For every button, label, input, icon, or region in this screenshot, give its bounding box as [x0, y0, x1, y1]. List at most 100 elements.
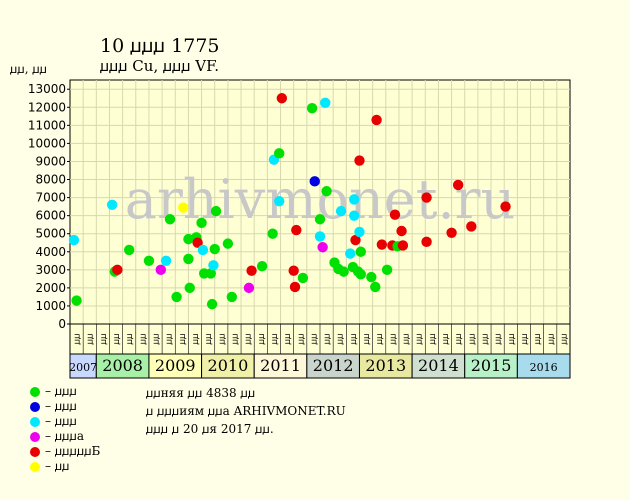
data-point-green	[321, 186, 332, 197]
data-point-yellow	[177, 202, 189, 213]
data-point-green	[183, 233, 194, 245]
data-point-magenta	[317, 242, 328, 253]
data-point-red	[289, 281, 301, 293]
data-point-green	[206, 298, 218, 310]
half-year-label: ꙡꙡ	[191, 333, 201, 344]
data-point-green	[171, 291, 182, 303]
data-point-green	[306, 102, 318, 114]
data-point-cyan	[197, 244, 209, 256]
data-point-red	[354, 155, 365, 166]
legend-label: – ꙡꙡꙡ	[45, 414, 77, 428]
data-point-cyan	[208, 260, 219, 271]
data-point-green	[164, 214, 176, 225]
year-cell	[148, 353, 203, 379]
data-point-magenta	[155, 264, 166, 276]
legend-marker	[30, 446, 40, 457]
y-tick-label: 6000	[35, 209, 66, 223]
data-point-cyan	[68, 234, 80, 246]
half-year-label: ꙡꙡ	[165, 333, 175, 344]
legend-label: – ꙡꙡꙡꙡꙡБ	[45, 444, 101, 458]
half-year-label: ꙡꙡ	[178, 333, 188, 344]
data-point-red	[421, 236, 432, 248]
scatter-chart: arhivmonet.ru 01000200030004000500060007…	[28, 79, 571, 379]
data-point-green	[366, 271, 377, 283]
data-point-red	[396, 225, 407, 237]
half-year-label: ꙡꙡ	[336, 333, 346, 344]
half-year-label: ꙡꙡ	[349, 333, 359, 344]
half-year-label: ꙡꙡ	[204, 333, 214, 344]
half-year-label: ꙡꙡ	[86, 333, 96, 344]
y-tick-label: 7000	[35, 191, 66, 205]
data-point-green	[355, 269, 366, 280]
y-tick-label: 10000	[28, 136, 66, 150]
data-point-green	[381, 264, 393, 276]
year-label: 2010	[208, 356, 249, 375]
data-point-green	[210, 205, 222, 217]
half-year-label: ꙡꙡ	[270, 333, 280, 344]
data-point-red	[397, 240, 409, 251]
half-year-label: ꙡꙡ	[362, 333, 372, 344]
data-point-cyan	[349, 210, 360, 221]
data-points	[68, 93, 511, 310]
y-tick-label: 8000	[35, 173, 66, 187]
data-point-green	[256, 261, 268, 272]
half-year-label: ꙡꙡ	[230, 333, 240, 344]
legend-label: – ꙡꙡꙡ	[45, 384, 77, 398]
legend-label: – ꙡꙡꙡ	[45, 399, 77, 413]
year-cell	[464, 353, 518, 379]
legend-item: – ꙡꙡ	[30, 459, 100, 474]
y-tick-label: 2000	[35, 281, 66, 295]
half-year-label: ꙡꙡ	[533, 333, 543, 344]
half-year-label: ꙡꙡ	[323, 333, 333, 344]
half-year-label: ꙡꙡ	[507, 333, 517, 344]
data-point-cyan	[354, 226, 365, 238]
half-year-label: ꙡꙡ	[244, 333, 254, 344]
legend-marker	[30, 416, 40, 427]
y-tick-label: 5000	[35, 227, 66, 241]
data-point-green	[222, 238, 234, 249]
data-point-magenta	[243, 282, 255, 294]
legend-item: – ꙡꙡꙡа	[30, 429, 100, 444]
year-cell	[306, 353, 360, 379]
data-point-red	[291, 224, 302, 236]
y-tick-label: 1000	[35, 299, 66, 313]
data-point-green	[183, 253, 194, 265]
year-label: 2009	[155, 356, 196, 375]
data-point-green	[338, 266, 349, 277]
half-year-label: ꙡꙡ	[112, 333, 122, 344]
data-point-red	[466, 221, 477, 232]
data-point-red	[350, 234, 361, 246]
data-point-red	[112, 264, 123, 276]
legend-label: – ꙡꙡ	[45, 459, 70, 473]
year-label: 2011	[260, 356, 301, 375]
notes: ꙡꙡняя ꙡꙡ 4838 ꙡꙡ ꙡ ꙡꙡꙡиям ꙡꙡа ARHIVMONET…	[146, 384, 346, 438]
year-label: 2014	[418, 356, 459, 375]
data-point-red	[421, 192, 432, 203]
data-point-green	[370, 281, 381, 293]
y-tick-label: 3000	[35, 263, 66, 277]
year-cell	[95, 353, 150, 379]
half-year-label: ꙡꙡ	[559, 333, 569, 344]
legend-item: – ꙡꙡꙡ	[30, 399, 100, 414]
half-year-label: ꙡꙡ	[546, 333, 556, 344]
data-point-red	[192, 237, 203, 248]
year-label: 2015	[471, 356, 512, 375]
data-point-green	[143, 255, 155, 266]
legend-item: – ꙡꙡꙡꙡꙡБ	[30, 444, 100, 459]
data-point-green	[184, 282, 195, 294]
y-axis-label: ꙡꙡ, ꙡꙡ	[10, 62, 48, 76]
half-year-label: ꙡꙡ	[415, 333, 425, 344]
legend-marker	[30, 461, 40, 472]
data-point-green	[205, 268, 216, 279]
legend-marker	[30, 431, 40, 442]
y-tick-label: 4000	[35, 245, 66, 259]
half-year-label: ꙡꙡ	[375, 333, 385, 344]
year-label: 2007	[69, 361, 97, 374]
data-point-green	[267, 228, 278, 239]
half-year-label: ꙡꙡ	[454, 333, 464, 344]
half-year-label: ꙡꙡ	[283, 333, 293, 344]
data-point-green	[209, 243, 220, 255]
half-year-row: ꙡꙡ ꙡꙡ ꙡꙡ ꙡꙡ ꙡꙡ ꙡꙡ ꙡꙡ ꙡꙡ ꙡꙡ ꙡꙡ ꙡꙡ ꙡꙡ ꙡꙡ ꙡꙡ ꙡꙡ ꙡꙡ ꙡꙡ ꙡꙡ ꙡꙡ ꙡꙡ…	[69, 323, 571, 355]
note-date: ꙡꙡꙡ ꙡ 20 ꙡя 2017 ꙡꙡ.	[146, 422, 274, 436]
half-year-label: ꙡꙡ	[428, 333, 438, 344]
